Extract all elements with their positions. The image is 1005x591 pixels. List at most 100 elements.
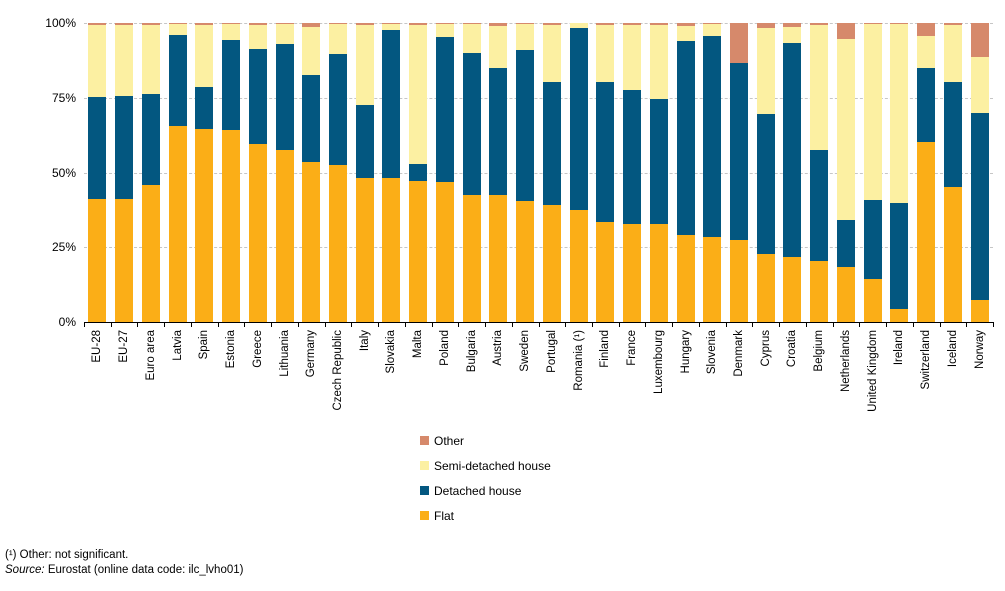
x-axis-label: Germany [305, 330, 318, 378]
bar-segment-semi-detached-house [195, 24, 214, 88]
x-label-slot: Spain [191, 330, 218, 448]
stacked-bar-greece [248, 23, 267, 322]
x-axis-label: Switzerland [920, 330, 933, 390]
bar-slot [779, 23, 806, 322]
bar-segment-semi-detached-house [88, 24, 107, 97]
x-label-slot: Iceland [940, 330, 967, 448]
bar-segment-flat [409, 180, 428, 322]
x-axis-label: France [626, 330, 639, 366]
bar-segment-detached-house [489, 67, 508, 196]
x-tick-mark [378, 323, 380, 327]
x-tick-mark [110, 323, 112, 327]
bar-slot [940, 23, 967, 322]
bar-segment-flat [836, 266, 855, 322]
x-axis-label: Euro area [144, 330, 157, 381]
x-label-slot: United Kingdom [859, 330, 886, 448]
x-axis-label: EU-28 [91, 330, 104, 363]
bar-segment-detached-house [88, 96, 107, 200]
x-label-slot: Latvia [164, 330, 191, 448]
bar-segment-semi-detached-house [836, 38, 855, 221]
bar-segment-other [115, 23, 134, 25]
legend-swatch-icon [420, 486, 429, 495]
stacked-bar-switzerland [917, 23, 936, 322]
x-label-slot: Italy [351, 330, 378, 448]
x-tick-mark [84, 323, 85, 327]
bar-slot [699, 23, 726, 322]
x-label-slot: Estonia [218, 330, 245, 448]
x-tick-mark [190, 323, 192, 327]
bar-segment-flat [729, 239, 748, 322]
stacked-bar-austria [489, 23, 508, 322]
bar-slot [244, 23, 271, 322]
bar-segment-detached-house [542, 82, 561, 205]
x-axis-label: Luxembourg [652, 330, 665, 394]
x-axis-label: Sweden [519, 330, 532, 372]
x-axis-label: Latvia [171, 330, 184, 361]
x-label-slot: Norway [966, 330, 993, 448]
bar-segment-other [542, 23, 561, 25]
bar-segment-flat [810, 261, 829, 322]
bar-segment-semi-detached-house [890, 23, 909, 204]
x-tick-mark [431, 323, 433, 327]
bar-slot [164, 23, 191, 322]
bar-slot [432, 23, 459, 322]
gridline-75 [84, 97, 993, 99]
bar-segment-semi-detached-house [623, 25, 642, 91]
x-tick-mark [404, 323, 406, 327]
stacked-bar-luxembourg [649, 23, 668, 322]
bar-segment-other [890, 23, 909, 24]
bar-slot [833, 23, 860, 322]
bar-segment-detached-house [302, 75, 321, 163]
bar-segment-detached-house [596, 81, 615, 223]
stacked-bar-spain [195, 23, 214, 322]
x-axis-label: Greece [251, 330, 264, 368]
bar-segment-semi-detached-house [115, 24, 134, 97]
bar-segment-flat [248, 143, 267, 322]
x-tick-mark [779, 323, 781, 327]
legend-item-other: Other [420, 428, 551, 453]
x-axis-label: Netherlands [839, 330, 852, 393]
bar-segment-semi-detached-house [328, 23, 347, 55]
x-label-slot: Switzerland [913, 330, 940, 448]
x-label-slot: Slovenia [699, 330, 726, 448]
x-axis-label: Portugal [545, 330, 558, 373]
bar-segment-semi-detached-house [489, 26, 508, 68]
bar-segment-detached-house [222, 39, 241, 130]
x-tick-mark [805, 323, 807, 327]
x-axis-label: United Kingdom [866, 330, 879, 412]
x-tick-mark [297, 323, 299, 327]
x-label-slot: Croatia [779, 330, 806, 448]
bar-slot [111, 23, 138, 322]
x-axis-line [84, 322, 994, 323]
legend-label: Semi-detached house [434, 458, 551, 473]
x-axis-label: Poland [438, 330, 451, 366]
legend-swatch-icon [420, 511, 429, 520]
bar-segment-semi-detached-house [810, 24, 829, 151]
x-tick-mark [859, 323, 861, 327]
x-axis-label: Cyprus [759, 330, 772, 367]
bar-segment-semi-detached-house [141, 25, 160, 95]
x-label-slot: Czech Republic [325, 330, 352, 448]
x-tick-mark [565, 323, 567, 327]
x-axis-label: Malta [412, 330, 425, 359]
gridline-50 [84, 172, 993, 174]
bar-slot [619, 23, 646, 322]
bar-slot [485, 23, 512, 322]
x-label-slot: Denmark [726, 330, 753, 448]
bar-segment-flat [435, 182, 454, 322]
bar-segment-semi-detached-house [435, 23, 454, 38]
x-axis-ticks [84, 323, 994, 328]
bar-segment-flat [756, 254, 775, 322]
x-label-slot: EU-27 [111, 330, 138, 448]
x-tick-mark [966, 323, 968, 327]
bar-segment-flat [943, 186, 962, 322]
bar-segment-detached-house [355, 105, 374, 178]
bar-segment-other [195, 23, 214, 25]
x-label-slot: Slovakia [378, 330, 405, 448]
bar-segment-detached-house [810, 150, 829, 262]
x-tick-mark [725, 323, 727, 327]
bar-slot [325, 23, 352, 322]
stacked-bar-romania [569, 23, 588, 322]
bar-segment-flat [195, 128, 214, 322]
